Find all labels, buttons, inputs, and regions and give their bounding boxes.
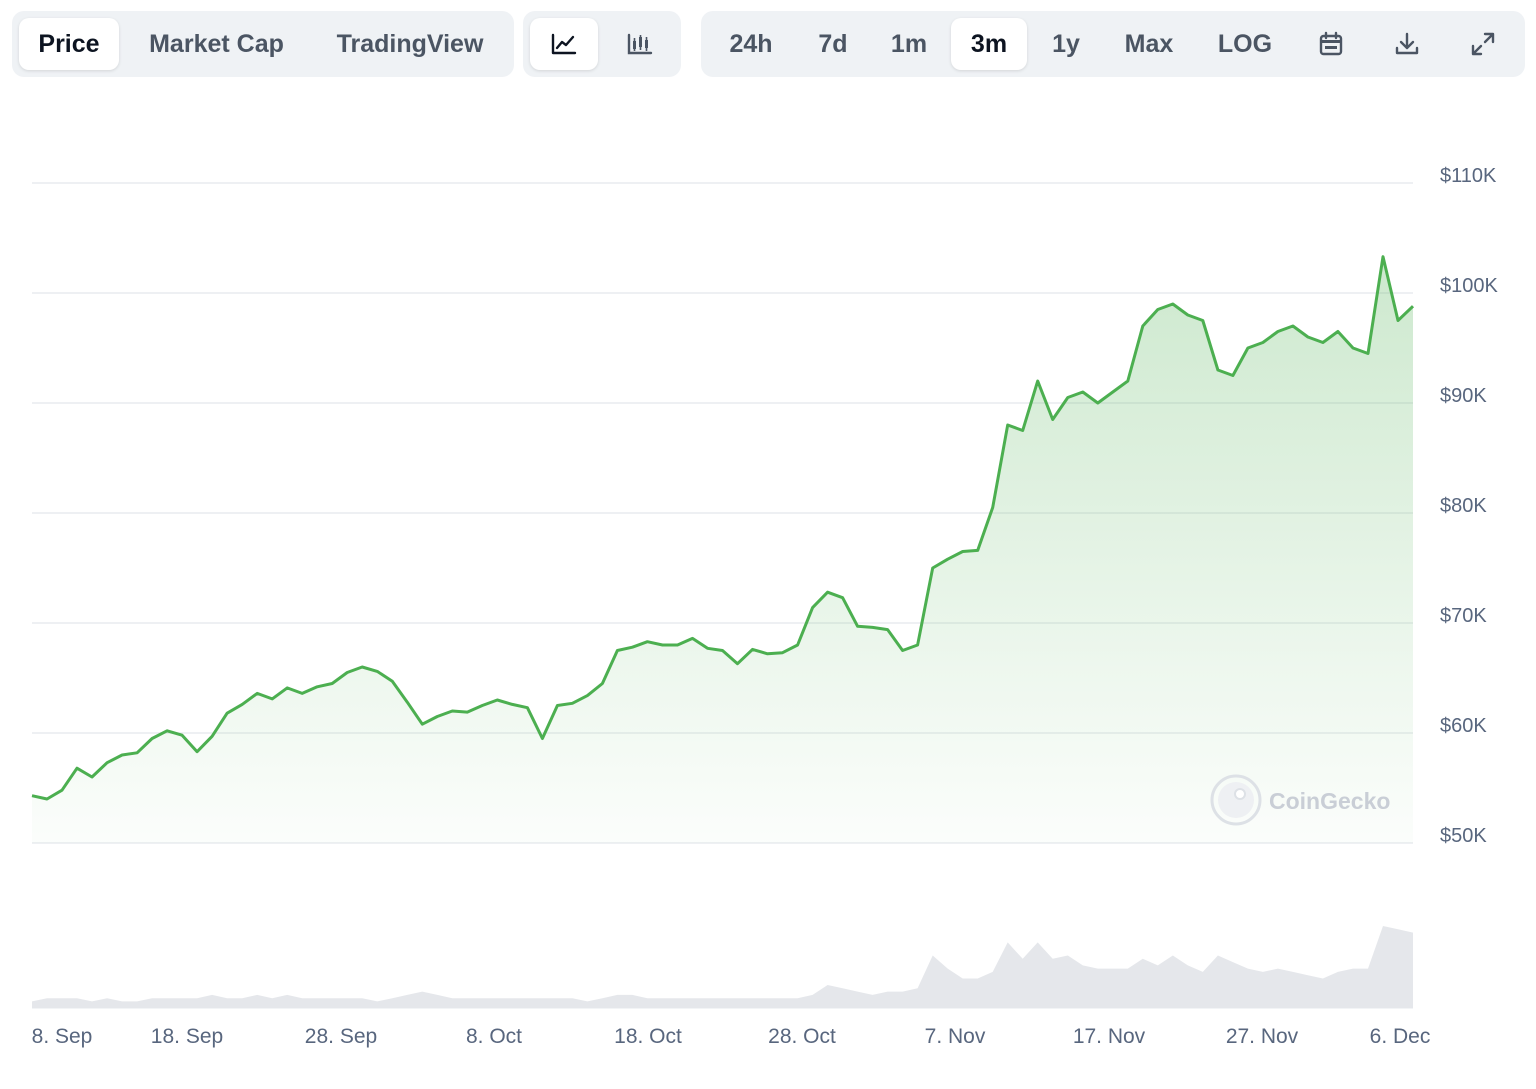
x-tick-label: 8. Sep [32, 1025, 93, 1048]
range-group: 24h 7d 1m 3m 1y Max LOG [701, 11, 1525, 77]
x-tick-label: 28. Oct [768, 1025, 836, 1048]
x-tick-label: 18. Oct [614, 1025, 682, 1048]
calendar-icon [1319, 31, 1343, 56]
x-tick-label: 28. Sep [305, 1025, 377, 1048]
tab-tradingview[interactable]: TradingView [336, 29, 484, 58]
volume-area [32, 926, 1413, 1008]
y-tick-label: $60K [1440, 715, 1487, 737]
download-button[interactable] [1377, 18, 1437, 70]
y-tick-label: $80K [1440, 495, 1487, 517]
range-24h[interactable]: 24h [729, 29, 773, 58]
x-tick-label: 17. Nov [1073, 1025, 1146, 1048]
y-tick-label: $90K [1440, 385, 1487, 407]
y-tick-label: $110K [1440, 165, 1497, 187]
x-tick-label: 6. Dec [1370, 1025, 1431, 1048]
range-3m[interactable]: 3m [951, 18, 1027, 70]
y-tick-label: $50K [1440, 825, 1487, 847]
expand-icon [1471, 32, 1495, 56]
range-1m[interactable]: 1m [890, 29, 928, 58]
range-7d[interactable]: 7d [818, 29, 848, 58]
x-tick-label: 27. Nov [1226, 1025, 1299, 1048]
price-line [31, 255, 1415, 801]
coingecko-watermark: CoinGecko [1210, 774, 1390, 826]
watermark-text: CoinGecko [1269, 788, 1390, 814]
fullscreen-button[interactable] [1453, 18, 1513, 70]
y-tick-label: $100K [1440, 275, 1498, 297]
data-tab-group: Price Market Cap TradingView [12, 11, 514, 77]
x-tick-label: 18. Sep [151, 1025, 223, 1048]
tab-price[interactable]: Price [19, 18, 119, 70]
candlestick-chart-button[interactable] [606, 18, 674, 70]
tab-market-cap[interactable]: Market Cap [149, 29, 284, 58]
log-scale-toggle[interactable]: LOG [1217, 29, 1273, 58]
x-tick-label: 8. Oct [466, 1025, 522, 1048]
price-area-fill [32, 256, 1413, 843]
line-chart-button[interactable] [530, 18, 598, 70]
coingecko-logo [1210, 774, 1262, 826]
x-tick-label: 7. Nov [925, 1025, 986, 1048]
download-icon [1395, 32, 1419, 55]
y-tick-label: $70K [1440, 605, 1487, 627]
range-1y[interactable]: 1y [1052, 29, 1080, 58]
candlestick-chart-icon [627, 33, 653, 55]
line-chart-icon [551, 33, 577, 55]
date-range-button[interactable] [1301, 18, 1361, 70]
chart-type-group [523, 11, 681, 77]
range-max[interactable]: Max [1124, 29, 1174, 58]
